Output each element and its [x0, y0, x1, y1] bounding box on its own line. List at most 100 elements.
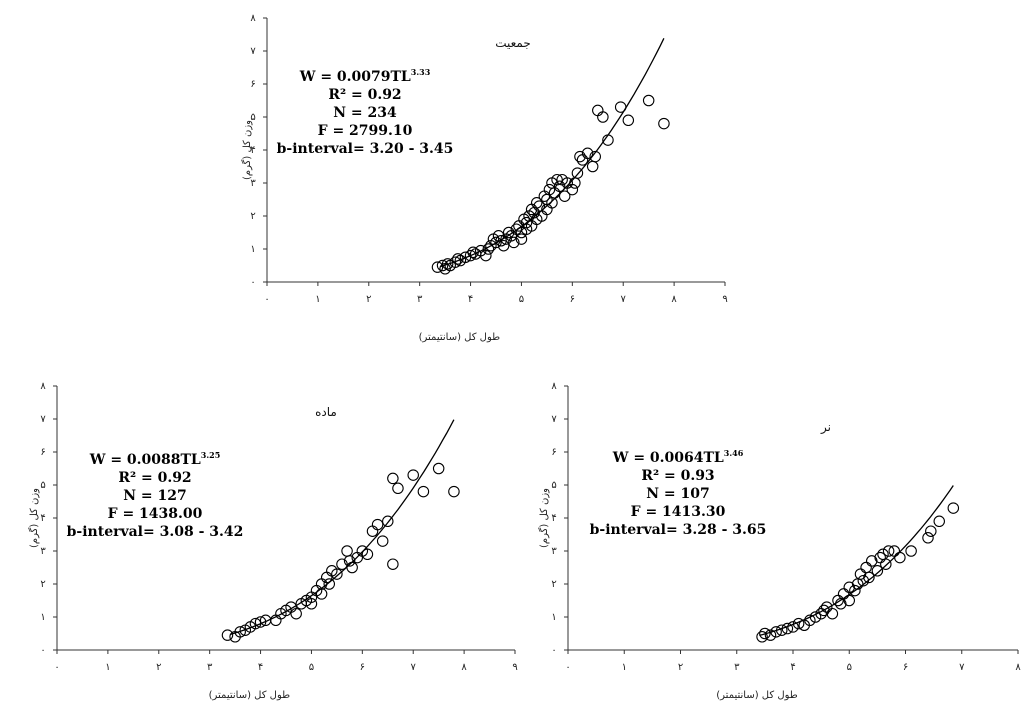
data-point — [642, 94, 655, 107]
x-tick-label: ۸ — [461, 662, 467, 673]
y-tick-label: ۴ — [250, 145, 255, 156]
x-axis-title: طول کل (سانتیمتر) — [419, 332, 500, 343]
data-point — [854, 568, 867, 580]
y-tick-label: ۵ — [40, 480, 45, 491]
data-point — [905, 545, 917, 557]
stat-b-interval: b-interval= 3.28 - 3.65 — [590, 522, 767, 538]
x-tick-label: ۶ — [903, 662, 908, 673]
data-point — [837, 588, 850, 600]
y-tick-label: ۸ — [250, 13, 256, 24]
y-tick-label: ۶ — [551, 447, 556, 458]
data-point — [865, 555, 878, 567]
stat-b-interval: b-interval= 3.08 - 3.42 — [67, 524, 244, 540]
x-tick-label: ۱ — [105, 662, 110, 673]
data-point — [756, 631, 768, 643]
x-tick-label: ۴ — [790, 662, 795, 673]
x-tick-label: ۱ — [315, 294, 320, 305]
data-point — [880, 558, 892, 570]
data-point — [323, 578, 336, 590]
data-point — [436, 259, 449, 272]
fit-curve — [229, 419, 455, 636]
y-tick-label: ۴ — [551, 513, 556, 524]
data-point — [574, 150, 586, 163]
data-point — [515, 233, 528, 245]
group-title: نر — [820, 420, 831, 435]
y-tick-label: ۸ — [40, 381, 46, 392]
x-tick-label: ۲ — [156, 662, 161, 673]
fit-curve — [439, 38, 665, 268]
scatter-chart-male: ۰ ۱ ۲ ۳ ۴ ۵ ۶ ۷ ۸ ۰ ۱ ۲ ۳ ۴ ۵ ۶ ۷ ۸ طول کل (سانتیمتر) وزن ک… — [538, 381, 1021, 701]
y-tick-label: ۳ — [250, 178, 256, 189]
data-point — [551, 173, 563, 186]
x-tick-label: ۷ — [959, 662, 965, 673]
data-point — [566, 183, 579, 196]
data-point — [882, 545, 895, 557]
data-point — [417, 485, 430, 498]
x-tick-label: ۶ — [360, 662, 365, 673]
x-tick-label: ۵ — [847, 662, 852, 673]
x-axis-title: طول کل (سانتیمتر) — [716, 690, 797, 701]
stat-n: N = 127 — [123, 488, 187, 504]
x-tick-label: ۱ — [622, 662, 627, 673]
stat-equation-exponent: 3.33 — [411, 67, 431, 77]
x-tick-label: ۷ — [621, 294, 627, 305]
y-tick-label: ۲ — [551, 579, 556, 590]
stat-n: N = 107 — [646, 486, 710, 502]
data-point — [407, 469, 419, 481]
data-point — [860, 561, 872, 574]
data-point — [490, 236, 502, 249]
stat-equation-main: W = 0.0079TL — [299, 69, 411, 85]
stat-f: F = 2799.10 — [318, 123, 413, 139]
y-tick-label: ۶ — [40, 447, 45, 458]
data-point — [849, 584, 861, 597]
x-tick-label: ۲ — [366, 294, 371, 305]
data-point — [553, 180, 566, 193]
stat-equation: W = 0.0064TL3.46 — [612, 448, 744, 466]
data-point — [392, 482, 404, 495]
data-point — [382, 515, 394, 528]
x-tick-label: ۵ — [309, 662, 314, 673]
data-point — [371, 518, 384, 531]
data-point — [343, 555, 356, 567]
x-tick-label: ۳ — [417, 294, 423, 305]
data-point — [508, 236, 520, 249]
y-tick-label: ۱ — [40, 612, 45, 623]
data-point — [464, 249, 477, 262]
stat-equation-exponent: 3.25 — [201, 450, 220, 460]
data-point — [581, 147, 594, 160]
y-tick-label: ۷ — [551, 414, 557, 425]
data-point — [843, 581, 855, 594]
data-point — [480, 249, 492, 262]
chart-panel-total: ۰ ۱ ۲ ۳ ۴ ۵ ۶ ۷ ۸ ۰ ۱ ۲ ۳ ۴ ۵ ۶ ۷ ۸ ۹ طول کل (سانتیمتر) وزن … — [230, 0, 730, 350]
data-point — [592, 104, 604, 117]
group-title: ماده — [315, 405, 337, 419]
data-point — [305, 598, 318, 610]
data-point — [658, 117, 670, 130]
x-tick-label: ۲ — [678, 662, 683, 673]
data-point — [871, 565, 884, 577]
y-tick-label: ۲ — [250, 211, 255, 222]
y-tick-label: ۶ — [250, 79, 255, 90]
stat-b-interval: b-interval= 3.20 - 3.45 — [277, 141, 454, 157]
data-point — [863, 571, 875, 584]
group-title: جمعیت — [495, 36, 531, 50]
stat-f: F = 1413.30 — [631, 504, 726, 520]
x-tick-label: ۸ — [1015, 662, 1021, 673]
data-point — [922, 532, 934, 544]
x-tick-label: ۸ — [671, 294, 677, 305]
y-tick-label: ۱ — [250, 244, 255, 255]
data-point — [571, 167, 584, 179]
data-point — [341, 545, 353, 557]
stat-equation-main: W = 0.0088TL — [89, 452, 201, 468]
y-axis-title: وزن کل (گرم) — [241, 120, 253, 180]
x-tick-label: ۰ — [54, 662, 59, 673]
y-tick-label: ۳ — [40, 546, 46, 557]
data-point — [894, 551, 906, 564]
y-tick-label: ۷ — [250, 46, 256, 57]
data-point — [482, 243, 495, 255]
x-tick-label: ۴ — [468, 294, 473, 305]
data-point — [448, 485, 460, 498]
data-point — [933, 515, 945, 528]
data-point — [586, 160, 599, 173]
y-tick-label: ۵ — [250, 112, 255, 123]
